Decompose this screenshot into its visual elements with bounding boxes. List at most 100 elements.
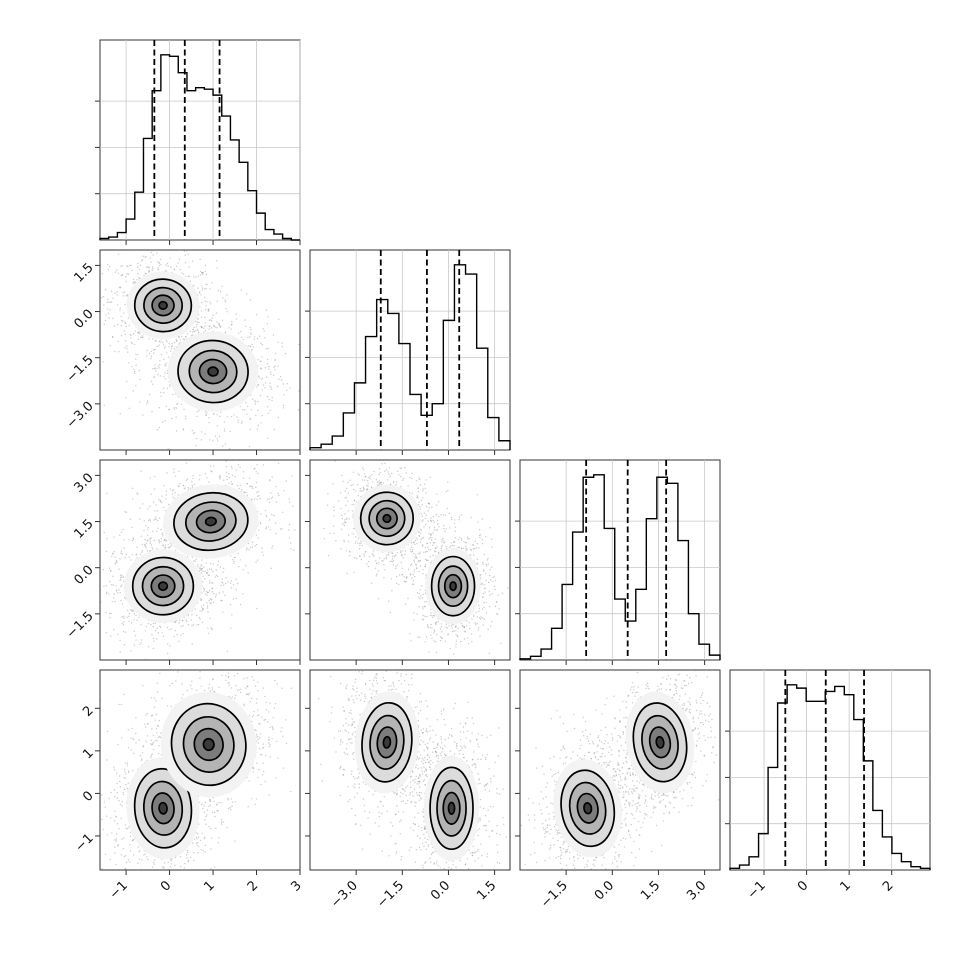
sample-point: [163, 506, 165, 509]
sample-point: [142, 336, 144, 338]
sample-point: [173, 468, 175, 470]
sample-point: [211, 282, 213, 284]
sample-point: [190, 619, 192, 621]
sample-point: [249, 418, 251, 420]
sample-point: [119, 287, 121, 289]
sample-point: [205, 572, 208, 574]
sample-point: [163, 392, 165, 394]
sample-point: [132, 282, 134, 284]
sample-point: [152, 625, 154, 628]
sample-point: [160, 528, 162, 531]
sample-point: [171, 342, 173, 345]
sample-point: [288, 498, 290, 500]
sample-point: [251, 541, 254, 543]
sample-point: [120, 265, 122, 267]
sample-point: [201, 301, 203, 304]
sample-point: [382, 482, 385, 484]
sample-point: [148, 393, 151, 396]
contour-line: [131, 556, 195, 616]
sample-point: [111, 601, 113, 603]
sample-point: [165, 540, 167, 542]
sample-point: [353, 504, 355, 506]
sample-point: [177, 494, 179, 496]
sample-point: [477, 629, 479, 631]
sample-point: [159, 375, 161, 377]
sample-point: [357, 473, 359, 475]
sample-point: [246, 483, 248, 485]
sample-point: [345, 504, 347, 506]
y-tick-label: 3.0: [71, 470, 96, 495]
sample-point: [152, 548, 154, 550]
sample-point: [434, 538, 436, 540]
sample-point: [250, 333, 253, 335]
sample-point: [131, 539, 134, 542]
sample-point: [208, 325, 211, 327]
sample-point: [109, 266, 111, 268]
sample-point: [205, 414, 207, 416]
sample-point: [136, 557, 138, 559]
sample-point: [149, 520, 152, 522]
sample-point: [418, 534, 420, 537]
sample-point: [175, 430, 178, 432]
sample-point: [185, 479, 187, 482]
sample-point: [218, 325, 221, 327]
sample-point: [160, 353, 163, 356]
sample-point: [160, 263, 162, 266]
sample-point: [152, 637, 155, 640]
sample-point: [174, 621, 176, 623]
sample-point: [170, 266, 172, 268]
sample-point: [235, 588, 237, 591]
sample-point: [482, 624, 484, 626]
sample-point: [270, 497, 273, 499]
sample-point: [112, 553, 114, 555]
sample-point: [210, 568, 213, 571]
sample-point: [483, 602, 485, 604]
panel-frame: [519, 459, 721, 661]
sample-point: [323, 538, 326, 540]
sample-point: [114, 600, 116, 603]
sample-point: [395, 565, 397, 568]
contour-line: [151, 294, 175, 317]
sample-point: [148, 266, 150, 269]
sample-point: [339, 492, 342, 494]
sample-point: [441, 544, 443, 546]
sample-point: [433, 640, 435, 642]
sample-point: [231, 614, 233, 616]
sample-point: [175, 265, 178, 267]
sample-point: [357, 542, 359, 544]
sample-point: [458, 546, 461, 548]
sample-point: [159, 500, 162, 502]
sample-point: [122, 291, 124, 294]
sample-point: [421, 504, 423, 506]
sample-point: [207, 627, 209, 629]
sample-point: [475, 623, 477, 626]
sample-point: [361, 479, 364, 481]
sample-point: [222, 584, 225, 586]
sample-point: [285, 389, 288, 392]
sample-point: [191, 556, 193, 558]
sample-point: [226, 650, 229, 652]
sample-point: [179, 339, 181, 341]
sample-point: [419, 528, 422, 530]
sample-point: [112, 584, 115, 586]
sample-point: [204, 325, 206, 327]
sample-point: [218, 323, 220, 326]
sample-point: [178, 622, 180, 624]
sample-point: [175, 416, 177, 418]
sample-point: [226, 475, 228, 478]
sample-point: [257, 359, 259, 361]
sample-point: [457, 627, 459, 630]
sample-point: [132, 667, 133, 668]
sample-point: [197, 330, 199, 332]
sample-point: [122, 580, 125, 582]
sample-point: [200, 569, 203, 571]
sample-point: [185, 619, 187, 621]
sample-point: [144, 544, 147, 546]
sample-point: [277, 462, 280, 464]
sample-point: [211, 588, 213, 590]
sample-point: [248, 458, 249, 459]
sample-point: [131, 554, 133, 556]
sample-point: [211, 582, 213, 584]
sample-point: [135, 639, 137, 641]
sample-point: [101, 272, 103, 275]
